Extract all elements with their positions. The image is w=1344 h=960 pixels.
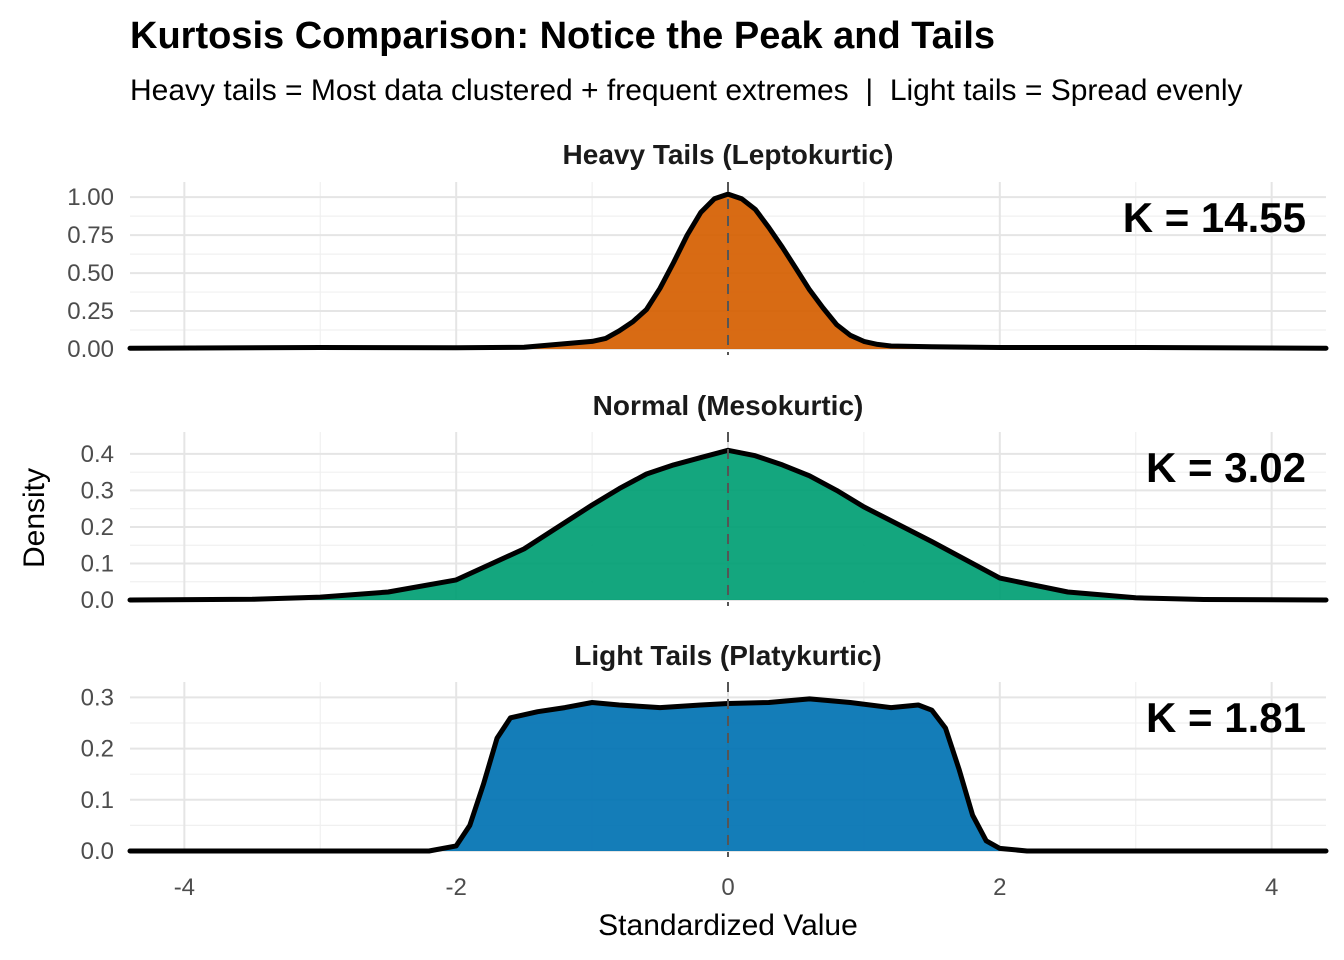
x-axis-title: Standardized Value (598, 909, 858, 942)
y-tick-label: 0.1 (81, 550, 114, 577)
chart-subtitle: Heavy tails = Most data clustered + freq… (130, 74, 1243, 107)
y-axis-title: Density (18, 468, 51, 568)
kurtosis-label: K = 1.81 (1146, 694, 1306, 741)
y-tick-label: 0.00 (67, 336, 114, 363)
facet-strip-label: Normal (Mesokurtic) (593, 390, 864, 421)
kurtosis-label: K = 3.02 (1146, 444, 1306, 491)
x-tick-label: 0 (721, 874, 734, 901)
y-tick-label: 0.4 (81, 441, 114, 468)
x-tick-label: -4 (174, 874, 195, 901)
x-tick-label: 4 (1265, 874, 1278, 901)
facet-panel-3: Light Tails (Platykurtic) 0.0 0.1 0.2 0.3 K =… (81, 640, 1329, 901)
x-tick-label: 2 (993, 874, 1006, 901)
facet-strip-label: Light Tails (Platykurtic) (574, 640, 882, 671)
facet-panels: Heavy Tails (Leptokurtic)0.000.250.500.7… (67, 139, 1329, 901)
y-tick-label: 0.75 (67, 222, 114, 249)
facet-strip-label: Heavy Tails (Leptokurtic) (563, 139, 894, 170)
chart-title: Kurtosis Comparison: Notice the Peak and… (130, 15, 995, 57)
y-tick-label: 0.0 (81, 587, 114, 614)
density-curve (127, 191, 1329, 351)
y-tick-label: 0.25 (67, 298, 114, 325)
y-tick-label: 0.0 (81, 838, 114, 865)
kurtosis-label: K = 14.55 (1123, 194, 1306, 241)
y-tick-label: 0.3 (81, 477, 114, 504)
y-tick-label: 0.1 (81, 787, 114, 814)
y-tick-label: 1.00 (67, 184, 114, 211)
facet-panel-2: Normal (Mesokurtic) 0.0 0.1 0.2 0.3 0.4 K = 3.… (81, 390, 1329, 614)
y-tick-label: 0.2 (81, 514, 114, 541)
x-tick-label: -2 (446, 874, 467, 901)
y-tick-label: 0.3 (81, 684, 114, 711)
facet-panel-1: Heavy Tails (Leptokurtic) 0.00 0.25 0.50 0.7… (67, 139, 1329, 363)
y-tick-label: 0.50 (67, 260, 114, 287)
y-tick-label: 0.2 (81, 736, 114, 763)
